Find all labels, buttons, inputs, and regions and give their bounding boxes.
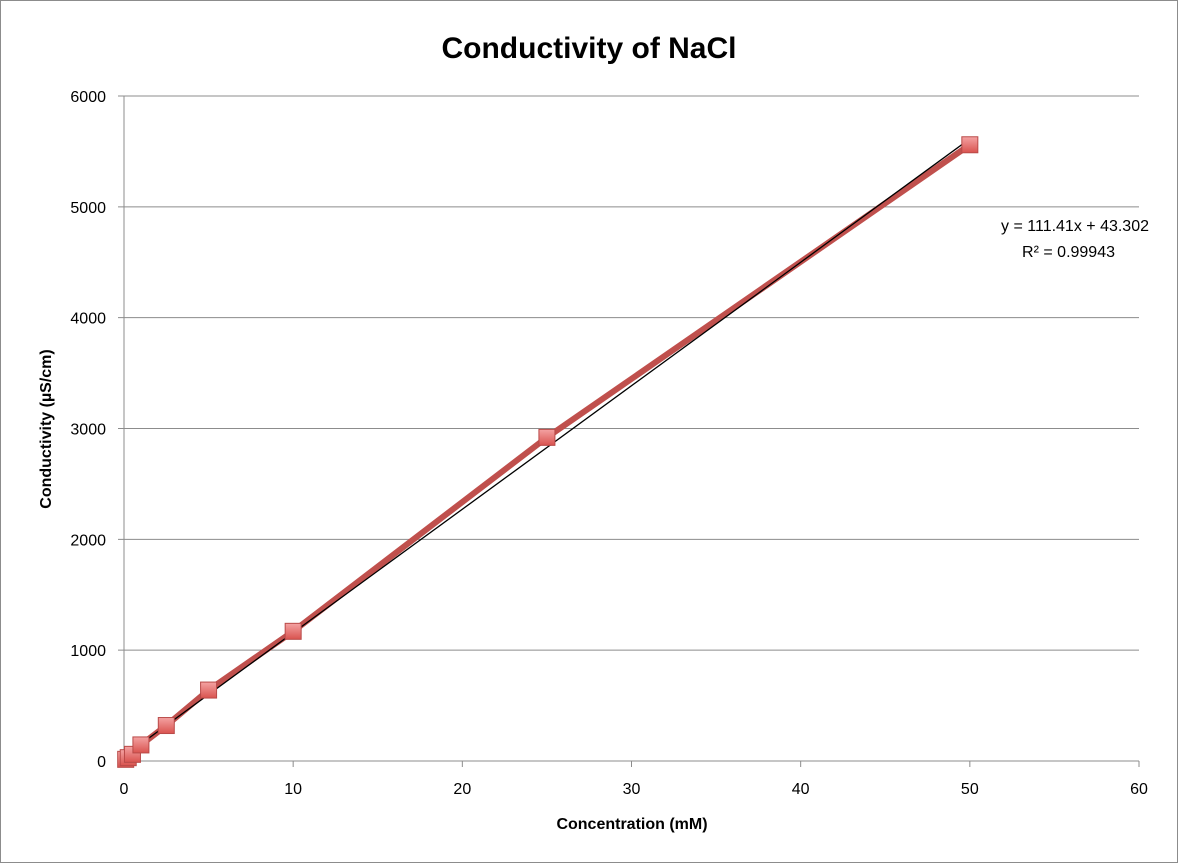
x-axis-title: Concentration (mM) [556, 816, 707, 833]
y-tick-label: 0 [97, 754, 106, 771]
series-line [122, 141, 973, 763]
x-tick-label: 0 [120, 781, 129, 798]
data-points [117, 136, 979, 768]
y-tick-label: 3000 [70, 422, 106, 439]
data-point-marker [961, 136, 979, 154]
axes [123, 96, 1140, 767]
x-tick-labels: 0 10 20 30 40 50 60 [120, 781, 1148, 798]
y-axis-title: Conductivity (µS/cm) [38, 349, 55, 508]
y-tick-label: 4000 [70, 311, 106, 328]
x-tick-label: 50 [961, 781, 979, 798]
trendline [125, 138, 971, 756]
x-tick-label: 40 [792, 781, 810, 798]
x-tick-label: 10 [284, 781, 302, 798]
data-point-marker [538, 428, 556, 446]
x-tick-label: 20 [453, 781, 471, 798]
data-point-marker [200, 681, 218, 699]
x-tick-label: 30 [623, 781, 641, 798]
data-point-marker [157, 717, 175, 735]
y-tick-label: 5000 [70, 200, 106, 217]
gridlines [118, 95, 1139, 651]
trendline-line [125, 138, 971, 756]
trendline-equation: y = 111.41x + 43.302 [1001, 218, 1149, 235]
x-tick-label: 60 [1130, 781, 1148, 798]
y-tick-label: 2000 [70, 532, 106, 549]
trendline-r-squared: R² = 0.99943 [1022, 244, 1115, 261]
y-tick-label: 6000 [70, 89, 106, 106]
chart-title: Conductivity of NaCl [441, 32, 736, 65]
data-point-marker [284, 622, 302, 640]
series-polyline [122, 141, 973, 763]
y-tick-labels: 0 1000 2000 3000 4000 5000 6000 [70, 89, 106, 771]
data-point-marker [132, 736, 150, 754]
y-tick-label: 1000 [70, 643, 106, 660]
